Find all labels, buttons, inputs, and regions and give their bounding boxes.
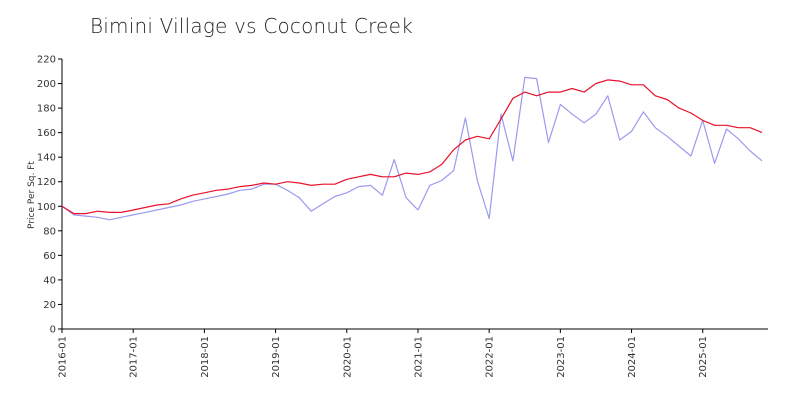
y-tick-label: 180 — [37, 104, 56, 115]
series-line-1 — [61, 76, 763, 221]
y-tick-label: 60 — [43, 251, 56, 262]
x-tick-label: 2018-01 — [200, 336, 211, 378]
y-axis: 0 20 40 60 80 100 120 140 160 180 200 220 — [37, 55, 63, 336]
x-axis: 2016-01 2017-01 2018-01 2019-01 2020-01 2021-… — [58, 328, 768, 378]
y-tick-label: 120 — [37, 177, 56, 188]
y-tick-label: 20 — [43, 300, 56, 311]
x-tick-label: 2017-01 — [129, 336, 140, 378]
x-tick-label: 2020-01 — [342, 336, 353, 378]
y-tick-label: 80 — [43, 226, 56, 237]
y-tick-label: 220 — [37, 55, 56, 66]
x-tick-label: 2022-01 — [485, 336, 496, 378]
x-tick-label: 2019-01 — [271, 336, 282, 378]
x-tick-label: 2024-01 — [627, 336, 638, 378]
y-tick-label: 100 — [37, 202, 56, 213]
x-tick-label: 2023-01 — [556, 336, 567, 378]
y-tick-label: 0 — [50, 325, 56, 336]
y-tick-label: 140 — [37, 153, 56, 164]
y-axis-label: Price Per Sq. Ft — [27, 161, 37, 229]
x-tick-label: 2025-01 — [698, 336, 709, 378]
series-layer — [61, 76, 763, 221]
y-tick-label: 40 — [43, 275, 56, 286]
series-line-0 — [61, 79, 763, 215]
chart-title: Bimini Village vs Coconut Creek — [90, 14, 413, 38]
y-tick-label: 160 — [37, 128, 56, 139]
x-tick-label: 2016-01 — [58, 336, 69, 378]
y-tick-label: 200 — [37, 79, 56, 90]
x-tick-label: 2021-01 — [413, 336, 424, 378]
